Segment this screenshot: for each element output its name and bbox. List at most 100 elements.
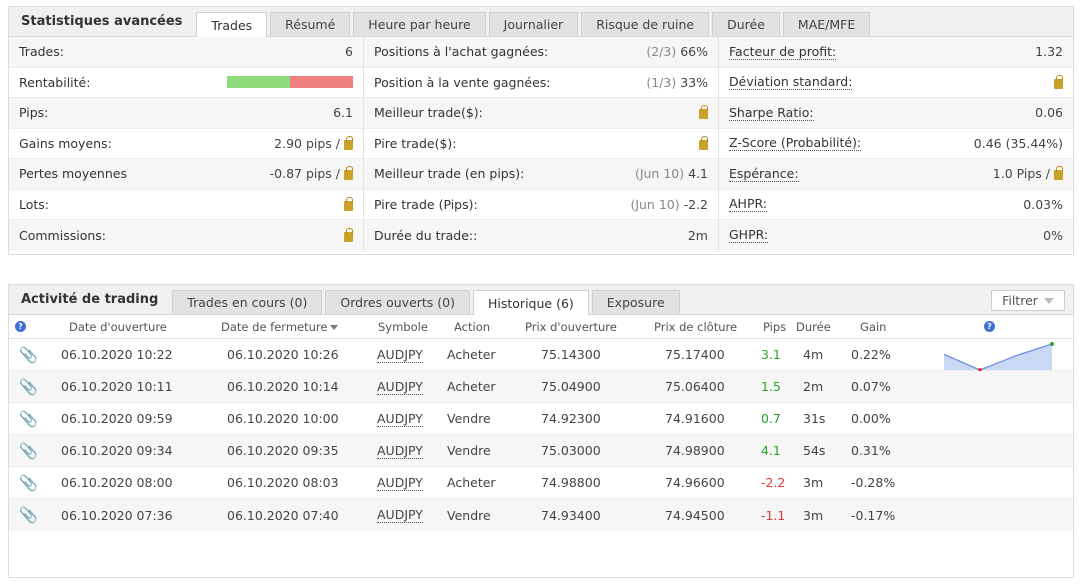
tab-open-trades[interactable]: Trades en cours (0): [172, 290, 323, 314]
stat-value-wrap: (2/3) 66%: [646, 44, 708, 59]
stat-row-std-deviation: Déviation standard:: [719, 68, 1073, 98]
tab-mae-mfe[interactable]: MAE/MFE: [782, 12, 871, 36]
paperclip-icon[interactable]: 📎: [19, 409, 38, 428]
stat-value: 0.46 (35.44%): [973, 135, 1063, 151]
cell-symbol[interactable]: AUDJPY: [377, 410, 423, 427]
sort-desc-icon: [330, 324, 339, 330]
table-row[interactable]: 📎 06.10.2020 09:59 06.10.2020 10:00 AUDJ…: [9, 403, 1073, 435]
stat-row-z-score: Z-Score (Probabilité): 0.46 (35.44%): [719, 129, 1073, 159]
cell-symbol[interactable]: AUDJPY: [377, 474, 423, 491]
table-row[interactable]: 📎 06.10.2020 08:00 06.10.2020 08:03 AUDJ…: [9, 467, 1073, 499]
table-row[interactable]: 📎 06.10.2020 07:36 06.10.2020 07:40 AUDJ…: [9, 499, 1073, 531]
stat-row-lots: Lots:: [9, 190, 363, 220]
paperclip-icon[interactable]: 📎: [19, 345, 38, 364]
stat-label-link[interactable]: GHPR:: [729, 227, 769, 244]
stat-muted: (2/3): [646, 44, 677, 60]
column-close-price[interactable]: Prix de clôture: [654, 319, 738, 334]
column-open-price[interactable]: Prix d'ouverture: [525, 319, 617, 334]
table-row[interactable]: 📎 06.10.2020 09:34 06.10.2020 09:35 AUDJ…: [9, 435, 1073, 467]
cell-open-date: 06.10.2020 08:00: [61, 475, 173, 490]
cell-symbol[interactable]: AUDJPY: [377, 346, 423, 363]
stat-row-sharpe: Sharpe Ratio: 0.06: [719, 98, 1073, 129]
lock-icon[interactable]: [344, 227, 353, 242]
stat-label-link[interactable]: Sharpe Ratio:: [729, 104, 814, 121]
history-table-body: 📎 06.10.2020 10:22 06.10.2020 10:26 AUDJ…: [9, 339, 1073, 531]
help-icon[interactable]: ?: [15, 321, 26, 332]
cell-duration: 4m: [803, 347, 824, 362]
stat-value: 66%: [680, 44, 708, 60]
column-close-date[interactable]: Date de fermeture: [221, 320, 339, 334]
tab-resume[interactable]: Résumé: [270, 12, 351, 36]
stat-label-link[interactable]: Déviation standard:: [729, 74, 853, 91]
stat-label-link[interactable]: Facteur de profit:: [729, 43, 837, 60]
stat-value: 1.0 Pips /: [992, 166, 1050, 182]
cell-close-price: 74.98900: [665, 443, 725, 458]
lock-icon[interactable]: [344, 166, 353, 181]
stat-label-link[interactable]: Z-Score (Probabilité):: [729, 135, 862, 152]
stat-value-wrap: (1/3) 33%: [646, 75, 708, 90]
stat-row-best-trade-money: Meilleur trade($):: [364, 98, 718, 129]
stat-value: 6: [345, 44, 353, 60]
stat-row-ahpr: AHPR: 0.03%: [719, 190, 1073, 220]
tab-duration[interactable]: Durée: [712, 12, 780, 36]
help-icon[interactable]: ?: [984, 321, 995, 332]
tab-open-orders[interactable]: Ordres ouverts (0): [325, 290, 470, 314]
filter-button[interactable]: Filtrer: [991, 290, 1065, 311]
stat-value-wrap: -0.87 pips /: [270, 166, 353, 181]
cell-open-price: 75.04900: [541, 379, 601, 394]
filter-label: Filtrer: [1002, 293, 1038, 308]
paperclip-icon[interactable]: 📎: [19, 441, 38, 460]
stat-row-ghpr: GHPR: 0%: [719, 220, 1073, 251]
stat-label: Position à la vente gagnées:: [374, 74, 551, 90]
stat-row-commissions: Commissions:: [9, 220, 363, 251]
stat-label-link[interactable]: AHPR:: [729, 196, 768, 213]
cell-symbol[interactable]: AUDJPY: [377, 378, 423, 395]
tab-daily[interactable]: Journalier: [488, 12, 579, 36]
lock-icon[interactable]: [1054, 166, 1063, 181]
lock-icon[interactable]: [344, 135, 353, 150]
profitability-loss-segment: [290, 76, 353, 89]
cell-gain: -0.28%: [851, 475, 896, 490]
cell-close-date: 06.10.2020 10:14: [227, 379, 339, 394]
paperclip-icon[interactable]: 📎: [19, 506, 38, 524]
column-action[interactable]: Action: [454, 319, 491, 334]
column-gain[interactable]: Gain: [860, 319, 887, 334]
cell-close-date: 06.10.2020 08:03: [227, 475, 339, 490]
stat-value: -2.2: [683, 196, 708, 212]
stat-row-best-trade-pips: Meilleur trade (en pips): (Jun 10) 4.1: [364, 159, 718, 190]
stat-label: Pips:: [19, 105, 49, 121]
stat-label-link[interactable]: Espérance:: [729, 165, 799, 182]
tab-hourly[interactable]: Heure par heure: [353, 12, 486, 36]
tab-risk-of-ruin[interactable]: Risque de ruine: [581, 12, 710, 36]
column-open-date[interactable]: Date d'ouverture: [69, 319, 167, 334]
lock-icon[interactable]: [1054, 74, 1063, 89]
stat-row-short-won: Position à la vente gagnées: (1/3) 33%: [364, 68, 718, 98]
cell-close-price: 74.96600: [665, 475, 725, 490]
stat-label: Gains moyens:: [19, 135, 112, 151]
cell-close-date: 06.10.2020 10:00: [227, 411, 339, 426]
tab-exposure[interactable]: Exposure: [591, 290, 680, 314]
lock-icon[interactable]: [344, 196, 353, 211]
tab-trades[interactable]: Trades: [196, 12, 268, 37]
cell-symbol[interactable]: AUDJPY: [377, 442, 423, 459]
stats-grid: Trades: 6 Rentabilité: Pips: 6.1 Gains m…: [9, 37, 1073, 251]
tab-history[interactable]: Historique (6): [473, 290, 589, 315]
stat-value-wrap: 1.0 Pips /: [993, 166, 1063, 181]
cell-symbol[interactable]: AUDJPY: [377, 507, 423, 523]
cell-close-date: 06.10.2020 10:26: [227, 347, 339, 362]
column-duration[interactable]: Durée: [796, 319, 831, 334]
lock-icon[interactable]: [699, 135, 708, 150]
column-pips[interactable]: Pips: [763, 319, 787, 334]
stat-label: Pertes moyennes: [19, 166, 127, 182]
stat-label: Meilleur trade (en pips):: [374, 166, 525, 182]
cell-action: Vendre: [447, 507, 491, 523]
paperclip-icon[interactable]: 📎: [19, 377, 38, 396]
column-symbol[interactable]: Symbole: [378, 319, 428, 334]
table-row[interactable]: 📎 06.10.2020 10:11 06.10.2020 10:14 AUDJ…: [9, 371, 1073, 403]
stat-value-wrap: 2.90 pips /: [274, 135, 353, 151]
cell-duration: 3m: [803, 507, 824, 523]
paperclip-icon[interactable]: 📎: [19, 473, 38, 492]
lock-icon[interactable]: [699, 105, 708, 120]
cell-open-date: 06.10.2020 10:22: [61, 347, 173, 362]
table-row[interactable]: 📎 06.10.2020 10:22 06.10.2020 10:26 AUDJ…: [9, 339, 1073, 372]
